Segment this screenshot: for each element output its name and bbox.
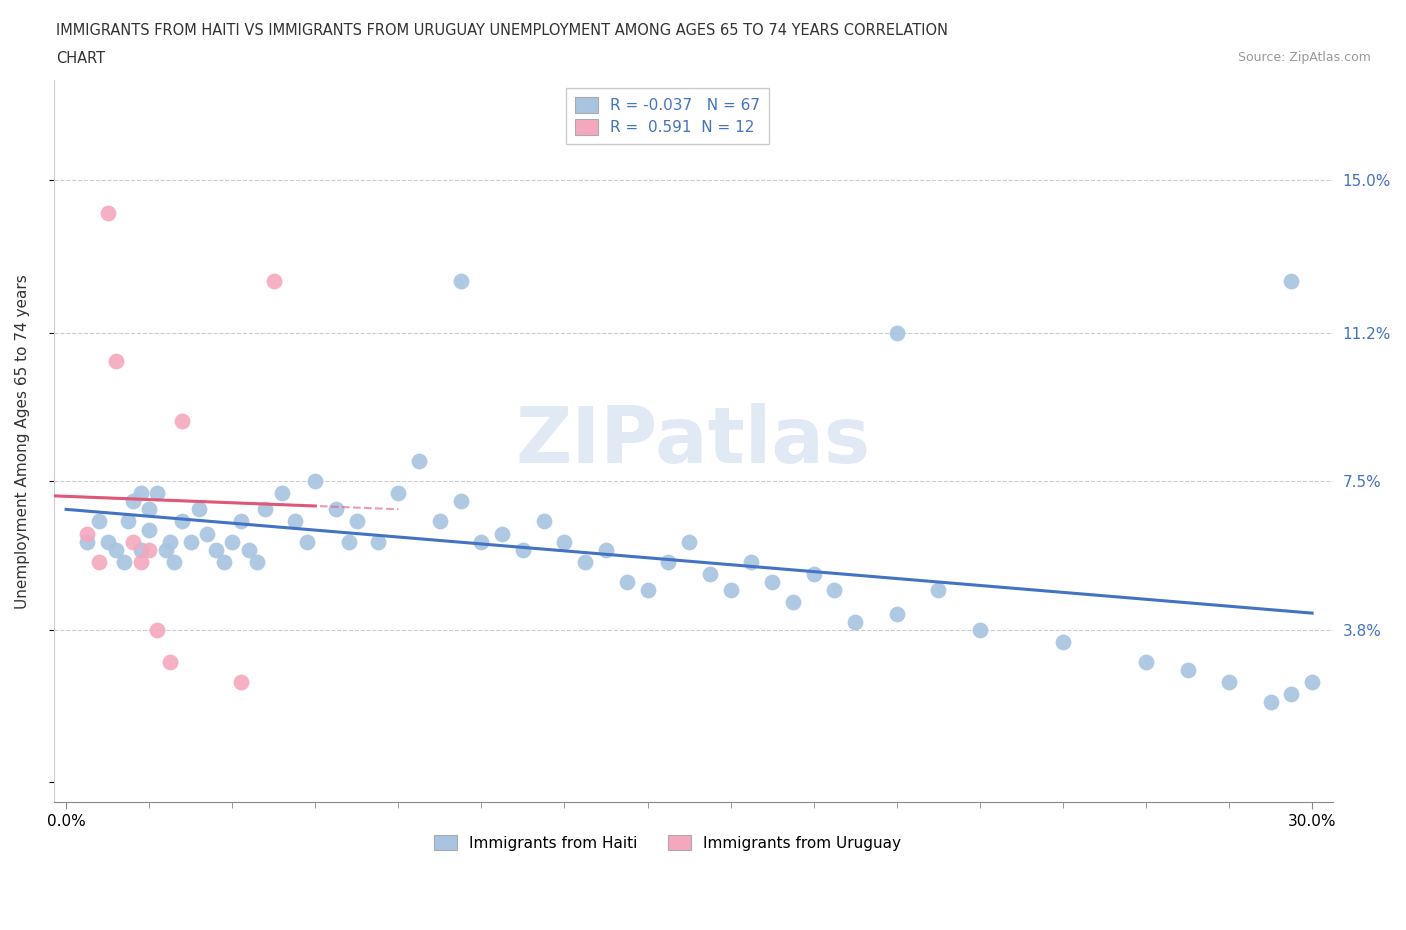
- Point: [346, 514, 368, 529]
- Point: [512, 542, 534, 557]
- Point: [129, 486, 152, 501]
- Point: [172, 514, 194, 529]
- Point: [595, 542, 617, 557]
- Point: [283, 514, 305, 529]
- Point: [337, 534, 360, 549]
- Point: [229, 674, 252, 689]
- Point: [129, 554, 152, 569]
- Point: [886, 326, 908, 340]
- Point: [159, 655, 181, 670]
- Y-axis label: Unemployment Among Ages 65 to 74 years: Unemployment Among Ages 65 to 74 years: [15, 273, 30, 608]
- Point: [117, 514, 139, 529]
- Point: [553, 534, 575, 549]
- Point: [533, 514, 555, 529]
- Point: [408, 454, 430, 469]
- Text: CHART: CHART: [56, 51, 105, 66]
- Point: [89, 554, 111, 569]
- Text: ZIPatlas: ZIPatlas: [516, 404, 870, 479]
- Point: [470, 534, 492, 549]
- Point: [188, 502, 211, 517]
- Point: [146, 622, 169, 637]
- Point: [886, 606, 908, 621]
- Point: [387, 486, 409, 501]
- Point: [824, 582, 846, 597]
- Text: Source: ZipAtlas.com: Source: ZipAtlas.com: [1237, 51, 1371, 64]
- Point: [138, 522, 160, 537]
- Point: [155, 542, 177, 557]
- Point: [138, 502, 160, 517]
- Point: [367, 534, 389, 549]
- Point: [89, 514, 111, 529]
- Point: [76, 526, 98, 541]
- Point: [450, 494, 472, 509]
- Point: [163, 554, 186, 569]
- Point: [146, 486, 169, 501]
- Point: [138, 542, 160, 557]
- Point: [969, 622, 991, 637]
- Point: [104, 542, 127, 557]
- Point: [97, 534, 120, 549]
- Point: [927, 582, 949, 597]
- Point: [325, 502, 347, 517]
- Point: [740, 554, 762, 569]
- Point: [304, 474, 326, 489]
- Point: [195, 526, 218, 541]
- Point: [254, 502, 277, 517]
- Point: [1279, 686, 1302, 701]
- Point: [678, 534, 700, 549]
- Point: [1052, 634, 1074, 649]
- Point: [263, 273, 285, 288]
- Point: [699, 566, 721, 581]
- Point: [246, 554, 269, 569]
- Point: [803, 566, 825, 581]
- Point: [159, 534, 181, 549]
- Point: [720, 582, 742, 597]
- Point: [104, 353, 127, 368]
- Point: [1260, 695, 1282, 710]
- Legend: Immigrants from Haiti, Immigrants from Uruguay: Immigrants from Haiti, Immigrants from U…: [425, 826, 911, 859]
- Point: [1279, 273, 1302, 288]
- Point: [204, 542, 226, 557]
- Point: [1301, 674, 1323, 689]
- Point: [221, 534, 243, 549]
- Point: [295, 534, 318, 549]
- Point: [616, 574, 638, 589]
- Point: [782, 594, 804, 609]
- Point: [76, 534, 98, 549]
- Point: [121, 534, 143, 549]
- Point: [491, 526, 513, 541]
- Point: [429, 514, 451, 529]
- Point: [1177, 662, 1199, 677]
- Point: [657, 554, 679, 569]
- Point: [229, 514, 252, 529]
- Point: [212, 554, 235, 569]
- Point: [844, 615, 866, 630]
- Point: [450, 273, 472, 288]
- Text: IMMIGRANTS FROM HAITI VS IMMIGRANTS FROM URUGUAY UNEMPLOYMENT AMONG AGES 65 TO 7: IMMIGRANTS FROM HAITI VS IMMIGRANTS FROM…: [56, 23, 948, 38]
- Point: [761, 574, 783, 589]
- Point: [271, 486, 294, 501]
- Point: [97, 206, 120, 220]
- Point: [637, 582, 659, 597]
- Point: [129, 542, 152, 557]
- Point: [574, 554, 596, 569]
- Point: [180, 534, 202, 549]
- Point: [121, 494, 143, 509]
- Point: [238, 542, 260, 557]
- Point: [1218, 674, 1240, 689]
- Point: [112, 554, 135, 569]
- Point: [1135, 655, 1157, 670]
- Point: [172, 414, 194, 429]
